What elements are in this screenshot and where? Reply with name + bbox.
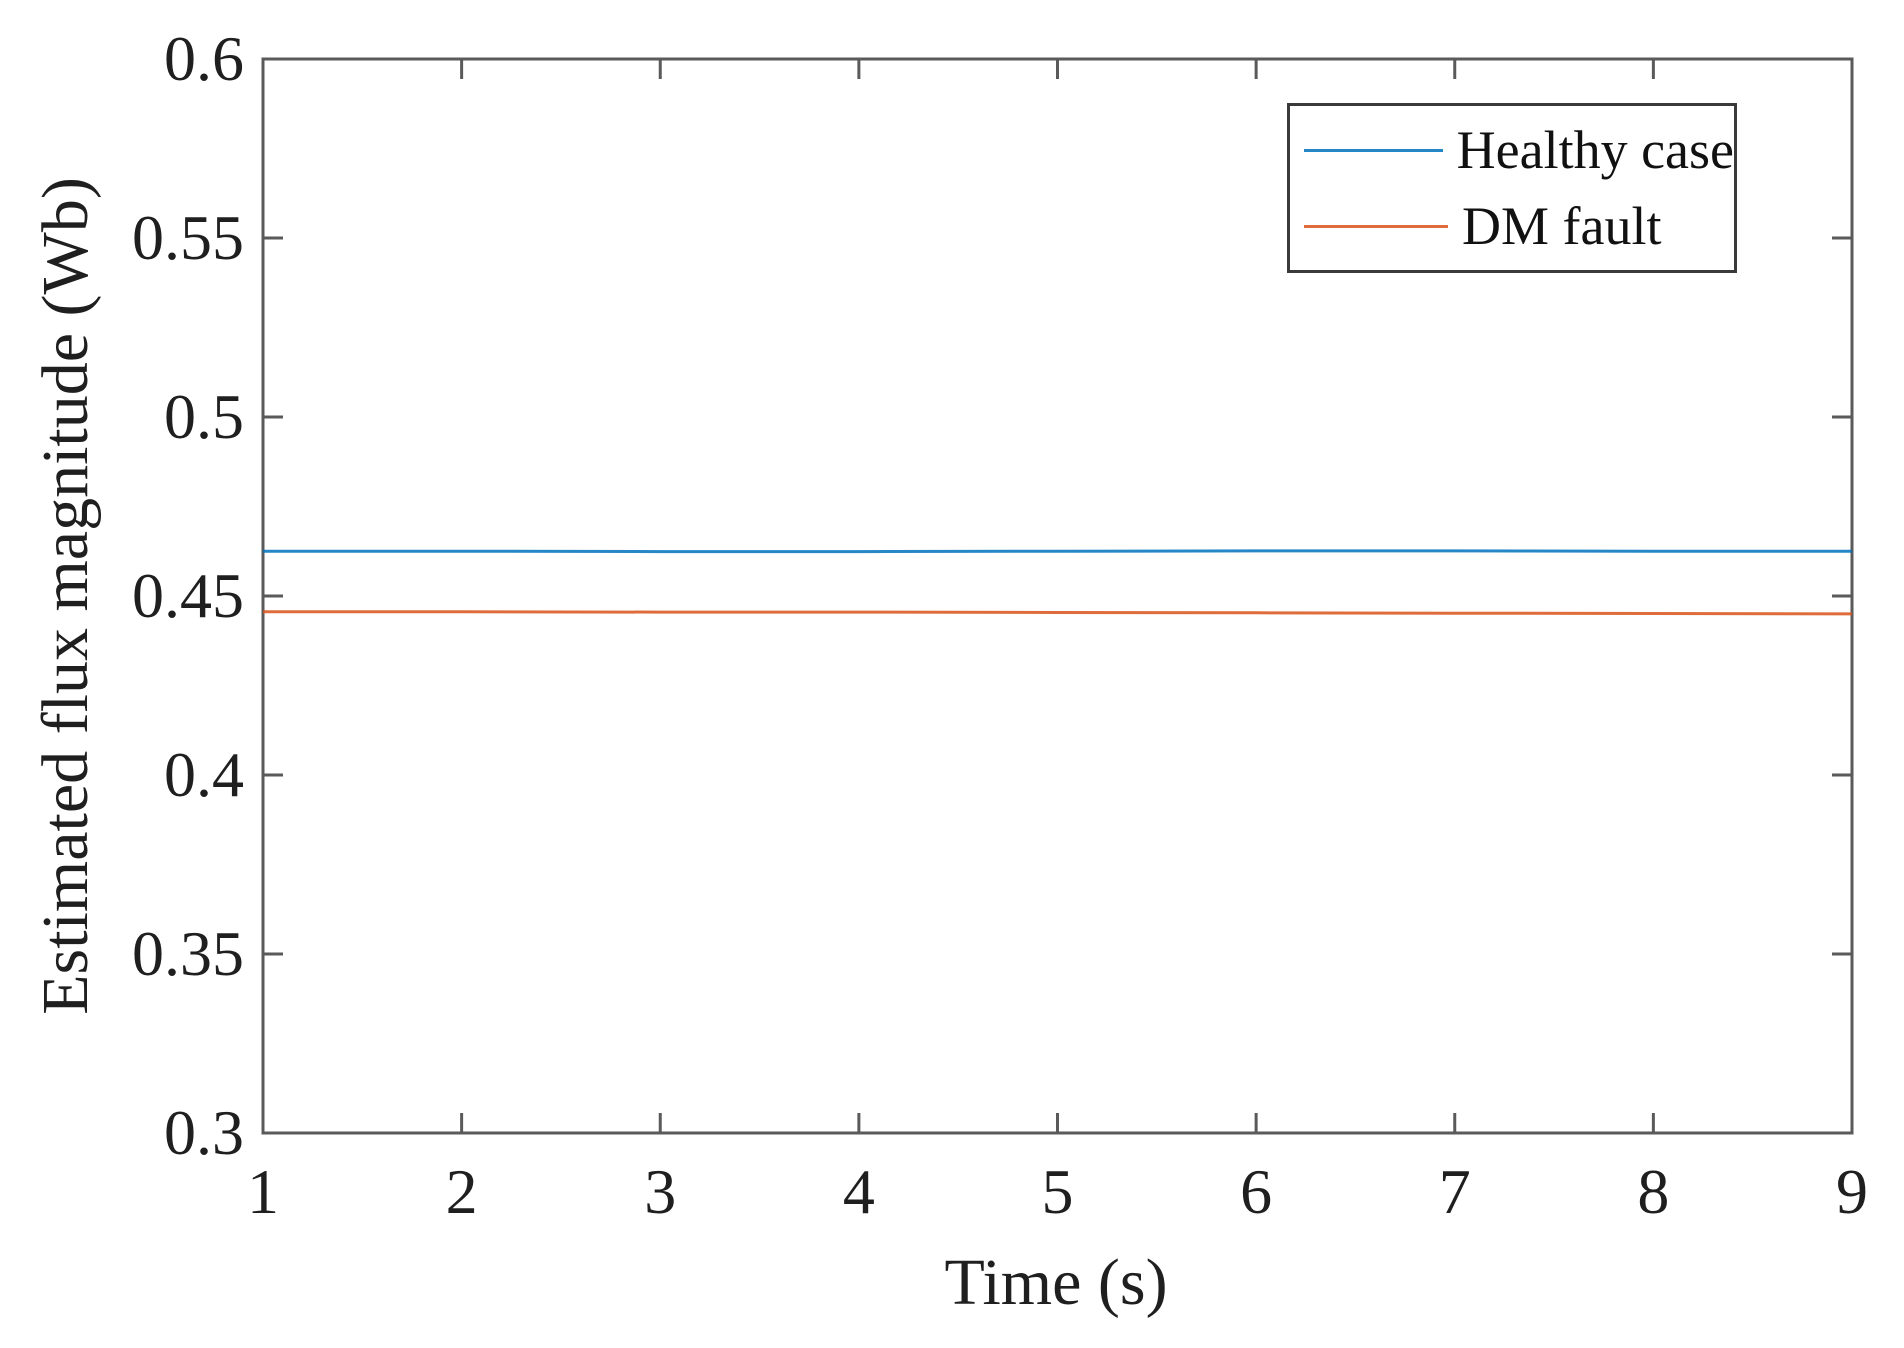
- x-tick-label: 6: [1240, 1156, 1272, 1227]
- legend-line-sample-dm-fault: [1304, 224, 1448, 228]
- legend: Healthy case DM fault: [1287, 103, 1737, 273]
- x-axis-label: Time (s): [944, 1246, 1168, 1319]
- y-tick-label: 0.55: [132, 202, 244, 273]
- y-tick-label: 0.5: [164, 381, 244, 452]
- x-tick-label: 7: [1439, 1156, 1471, 1227]
- legend-line-sample-healthy-case: [1304, 148, 1443, 152]
- y-tick-label: 0.3: [164, 1097, 244, 1168]
- x-tick-label: 4: [843, 1156, 875, 1227]
- legend-label-healthy-case: Healthy case: [1456, 120, 1734, 180]
- series-line-dm-fault: [263, 610, 1853, 616]
- x-tick-label: 1: [247, 1156, 279, 1227]
- x-tick-label: 5: [1042, 1156, 1074, 1227]
- legend-label-dm-fault: DM fault: [1462, 196, 1662, 256]
- x-tick-label: 8: [1637, 1156, 1669, 1227]
- y-tick-label: 0.35: [132, 918, 244, 989]
- y-tick-label: 0.6: [164, 23, 244, 94]
- x-tick-label: 9: [1836, 1156, 1868, 1227]
- legend-item-healthy-case: Healthy case: [1290, 112, 1734, 188]
- legend-item-dm-fault: DM fault: [1290, 188, 1734, 264]
- x-tick-label: 2: [446, 1156, 478, 1227]
- x-tick-label: 3: [644, 1156, 676, 1227]
- y-tick-label: 0.45: [132, 560, 244, 631]
- y-tick-label: 0.4: [164, 739, 244, 810]
- series-line-healthy-case: [263, 549, 1852, 554]
